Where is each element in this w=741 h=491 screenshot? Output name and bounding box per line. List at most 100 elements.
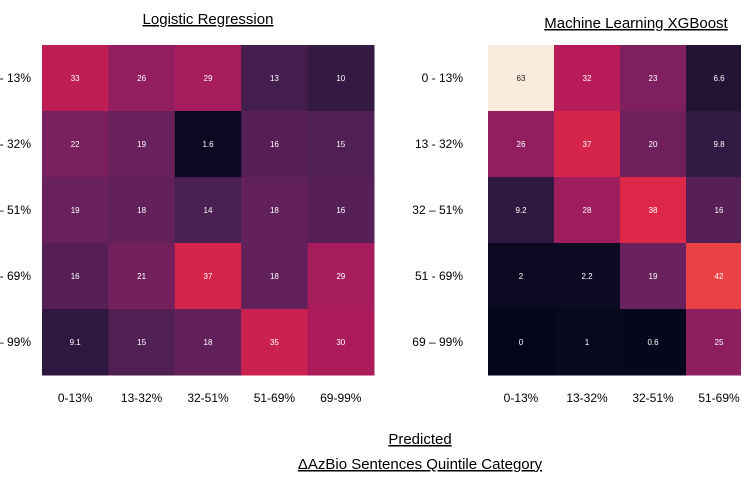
x-tick-label: 13-32%	[566, 391, 608, 405]
cell-value-label: 16	[336, 206, 345, 215]
cell-value-label: 42	[715, 272, 724, 281]
cell-value-label: 16	[71, 272, 80, 281]
cell-value-label: 19	[137, 140, 146, 149]
x-tick-label: 32-51%	[632, 391, 674, 405]
cell-value-label: 13	[270, 74, 279, 83]
heatmap-cell	[42, 309, 109, 376]
heatmap-cell	[307, 111, 375, 178]
y-tick-label: 13 - 32%	[415, 137, 463, 151]
heatmap-cell	[108, 243, 176, 310]
heatmap-cell	[686, 177, 741, 244]
heatmap-cell	[554, 309, 621, 376]
heatmap-cell	[620, 309, 687, 376]
heatmap-cell	[241, 111, 309, 178]
shared-xlabel-line2: ΔAzBio Sentences Quintile Category	[298, 456, 543, 473]
x-tick-label: 32-51%	[187, 391, 229, 405]
heatmap-cell	[174, 45, 242, 112]
y-tick-label: 0 - 13%	[422, 71, 464, 85]
heatmap-cell	[620, 177, 687, 244]
cell-value-label: 29	[336, 272, 345, 281]
x-tick-label: 51-69%	[254, 391, 296, 405]
heatmap-cell	[307, 45, 375, 112]
cell-value-label: 38	[649, 206, 658, 215]
heatmap-cell	[42, 177, 109, 244]
shared-xlabel-line1: Predicted	[388, 431, 451, 448]
heatmap-cell	[174, 111, 242, 178]
y-tick-label: 32 – 51%	[412, 203, 463, 217]
cell-value-label: 37	[583, 140, 592, 149]
cell-value-label: 16	[715, 206, 724, 215]
y-tick-label: 69 – 99%	[412, 335, 463, 349]
cell-value-label: 15	[336, 140, 345, 149]
heatmap-cell	[174, 243, 242, 310]
heatmap-cell	[241, 309, 309, 376]
heatmap-cell	[488, 111, 555, 178]
y-tick-label: 0 - 13%	[0, 71, 31, 85]
cell-value-label: 63	[517, 74, 526, 83]
heatmap-cell	[241, 177, 309, 244]
heatmap-cell	[307, 177, 375, 244]
heatmap-cell	[686, 309, 741, 376]
heatmap-cell	[108, 45, 176, 112]
heatmap-cell	[620, 243, 687, 310]
cell-value-label: 1	[585, 338, 590, 347]
heatmap-cell	[241, 243, 309, 310]
heatmap-cell	[488, 177, 555, 244]
cell-value-label: 18	[204, 338, 213, 347]
heatmap-cell	[241, 45, 309, 112]
heatmap-cell	[108, 177, 176, 244]
cell-value-label: 28	[583, 206, 592, 215]
cell-value-label: 10	[336, 74, 345, 83]
cell-value-label: 26	[517, 140, 526, 149]
cell-value-label: 30	[336, 338, 345, 347]
cell-value-label: 19	[649, 272, 658, 281]
x-tick-label: 69-99%	[320, 391, 362, 405]
cell-value-label: 2.2	[581, 272, 593, 281]
cell-value-label: 35	[270, 338, 279, 347]
heatmap-cell	[554, 111, 621, 178]
heatmap-cell	[686, 45, 741, 112]
heatmap-cell	[620, 45, 687, 112]
x-tick-label: 0-13%	[58, 391, 93, 405]
cell-value-label: 20	[649, 140, 658, 149]
cell-value-label: 16	[270, 140, 279, 149]
heatmap-cell	[620, 111, 687, 178]
heatmap-cell	[488, 309, 555, 376]
y-tick-label: 69 – 99%	[0, 335, 31, 349]
y-tick-label: 13 - 32%	[0, 137, 31, 151]
cell-value-label: 22	[71, 140, 80, 149]
cell-value-label: 19	[71, 206, 80, 215]
x-tick-label: 51-69%	[698, 391, 740, 405]
cell-value-label: 18	[137, 206, 146, 215]
cell-value-label: 0	[519, 338, 524, 347]
heatmap-cell	[307, 309, 375, 376]
cell-value-label: 18	[270, 272, 279, 281]
heatmap-cell	[42, 45, 109, 112]
y-tick-label: 32 – 51%	[0, 203, 31, 217]
cell-value-label: 6.6	[713, 74, 725, 83]
chart-title: Machine Learning XGBoost	[544, 15, 728, 32]
heatmap-cell	[554, 45, 621, 112]
heatmap-cell	[307, 243, 375, 310]
cell-value-label: 14	[204, 206, 213, 215]
cell-value-label: 26	[137, 74, 146, 83]
cell-value-label: 21	[137, 272, 146, 281]
cell-value-label: 1.6	[202, 140, 214, 149]
y-tick-label: 51 - 69%	[0, 269, 31, 283]
cell-value-label: 37	[204, 272, 213, 281]
heatmap-cell	[108, 111, 176, 178]
cell-value-label: 32	[583, 74, 592, 83]
cell-value-label: 0.6	[647, 338, 659, 347]
cell-value-label: 15	[137, 338, 146, 347]
heatmap-cell	[554, 177, 621, 244]
cell-value-label: 18	[270, 206, 279, 215]
x-tick-label: 0-13%	[504, 391, 539, 405]
heatmap-cell	[174, 309, 242, 376]
heatmap-cell	[686, 243, 741, 310]
x-tick-label: 13-32%	[121, 391, 163, 405]
heatmap-cell	[42, 111, 109, 178]
cell-value-label: 2	[519, 272, 524, 281]
cell-value-label: 29	[204, 74, 213, 83]
